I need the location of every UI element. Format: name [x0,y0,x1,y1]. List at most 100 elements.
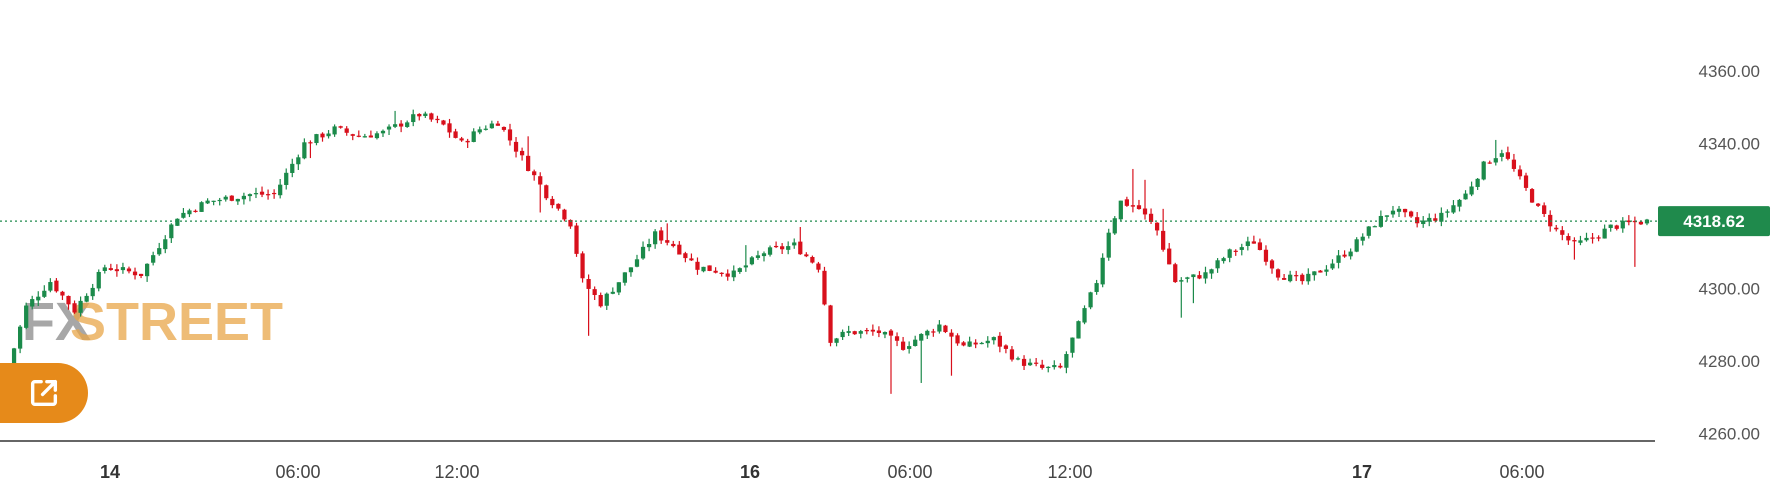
candle-body [1269,260,1275,269]
candle-body [138,273,144,277]
candle [1342,250,1347,258]
candle [816,261,821,273]
candle-body [278,184,283,196]
candle-body [622,272,628,283]
candle [737,267,742,274]
candle-body [1009,349,1015,360]
candle [1602,224,1607,239]
candle [653,229,658,249]
candle-body [598,294,603,307]
candle-body [145,263,150,277]
candle [217,197,222,206]
candle-body [997,335,1002,347]
candle-body [332,126,337,135]
candle [544,184,549,201]
candle-body [1118,200,1123,220]
candle [380,129,386,137]
candle-body [1094,283,1099,292]
candle [453,128,458,139]
candle-body [193,210,198,212]
candle-body [592,289,597,295]
candle-body [211,200,216,202]
candle [441,119,446,126]
candle-body [828,305,833,343]
candle-body [471,131,476,142]
candle-body [1638,221,1644,225]
candle [1112,216,1117,235]
candle [1554,224,1559,232]
candle [1094,279,1099,295]
candle-body [568,219,573,227]
candle [102,264,107,274]
y-tick-label: 4260.00 [1699,425,1760,444]
candle [1360,233,1365,246]
candle-body [1076,321,1081,339]
candle [1408,210,1414,218]
candle [937,320,942,334]
candle [1318,270,1323,273]
candle [284,168,289,190]
candle-body [707,265,712,271]
candle [259,186,265,198]
candle-body [42,290,47,297]
candle [1415,212,1420,228]
open-external-button[interactable] [0,363,88,423]
candle-body [640,246,646,259]
candle-body [157,248,162,255]
candle-body [1372,226,1377,228]
candle [586,274,591,336]
candle [36,291,41,307]
candle [320,132,325,142]
candle [501,126,507,132]
candle [392,110,398,129]
candle [405,120,410,128]
candle [1324,265,1329,276]
candle [574,222,579,257]
candle-body [296,157,301,165]
candle-body [429,113,434,120]
candle [157,242,162,256]
candle [253,187,259,199]
y-axis: 4260.004280.004300.004320.004340.004360.… [1699,62,1760,444]
candle-body [1027,362,1033,366]
candle [163,235,168,254]
candle [187,208,192,218]
candle [671,240,676,248]
candle [1517,165,1523,180]
candle-body [870,329,875,332]
candle [991,336,996,345]
candle-body [864,330,869,332]
candle-body [495,123,501,126]
candle-body [731,270,736,278]
candle-body [151,255,156,263]
candle [1566,233,1571,245]
candle-body [894,336,900,341]
candle-body [181,212,186,218]
candle [459,136,464,142]
candle-body [1064,354,1069,368]
candle [985,336,990,348]
candle [42,285,47,298]
candle-body [1342,254,1347,257]
candle-body [1523,175,1529,188]
candle [326,130,331,139]
candle [132,267,138,280]
candle-body [362,136,367,138]
x-tick-label: 06:00 [887,462,932,482]
candle [1572,237,1577,260]
candle [265,189,271,200]
candle [1197,271,1202,280]
candle [943,324,948,334]
candle [1529,187,1535,203]
candle [278,179,283,199]
x-tick-label: 16 [740,462,760,482]
candle-body [338,126,343,128]
candle [181,208,186,219]
candle-body [719,272,724,274]
candle-body [265,194,271,196]
candle [767,245,773,257]
candle [538,172,543,213]
candle [1378,210,1383,228]
candle [683,251,688,263]
